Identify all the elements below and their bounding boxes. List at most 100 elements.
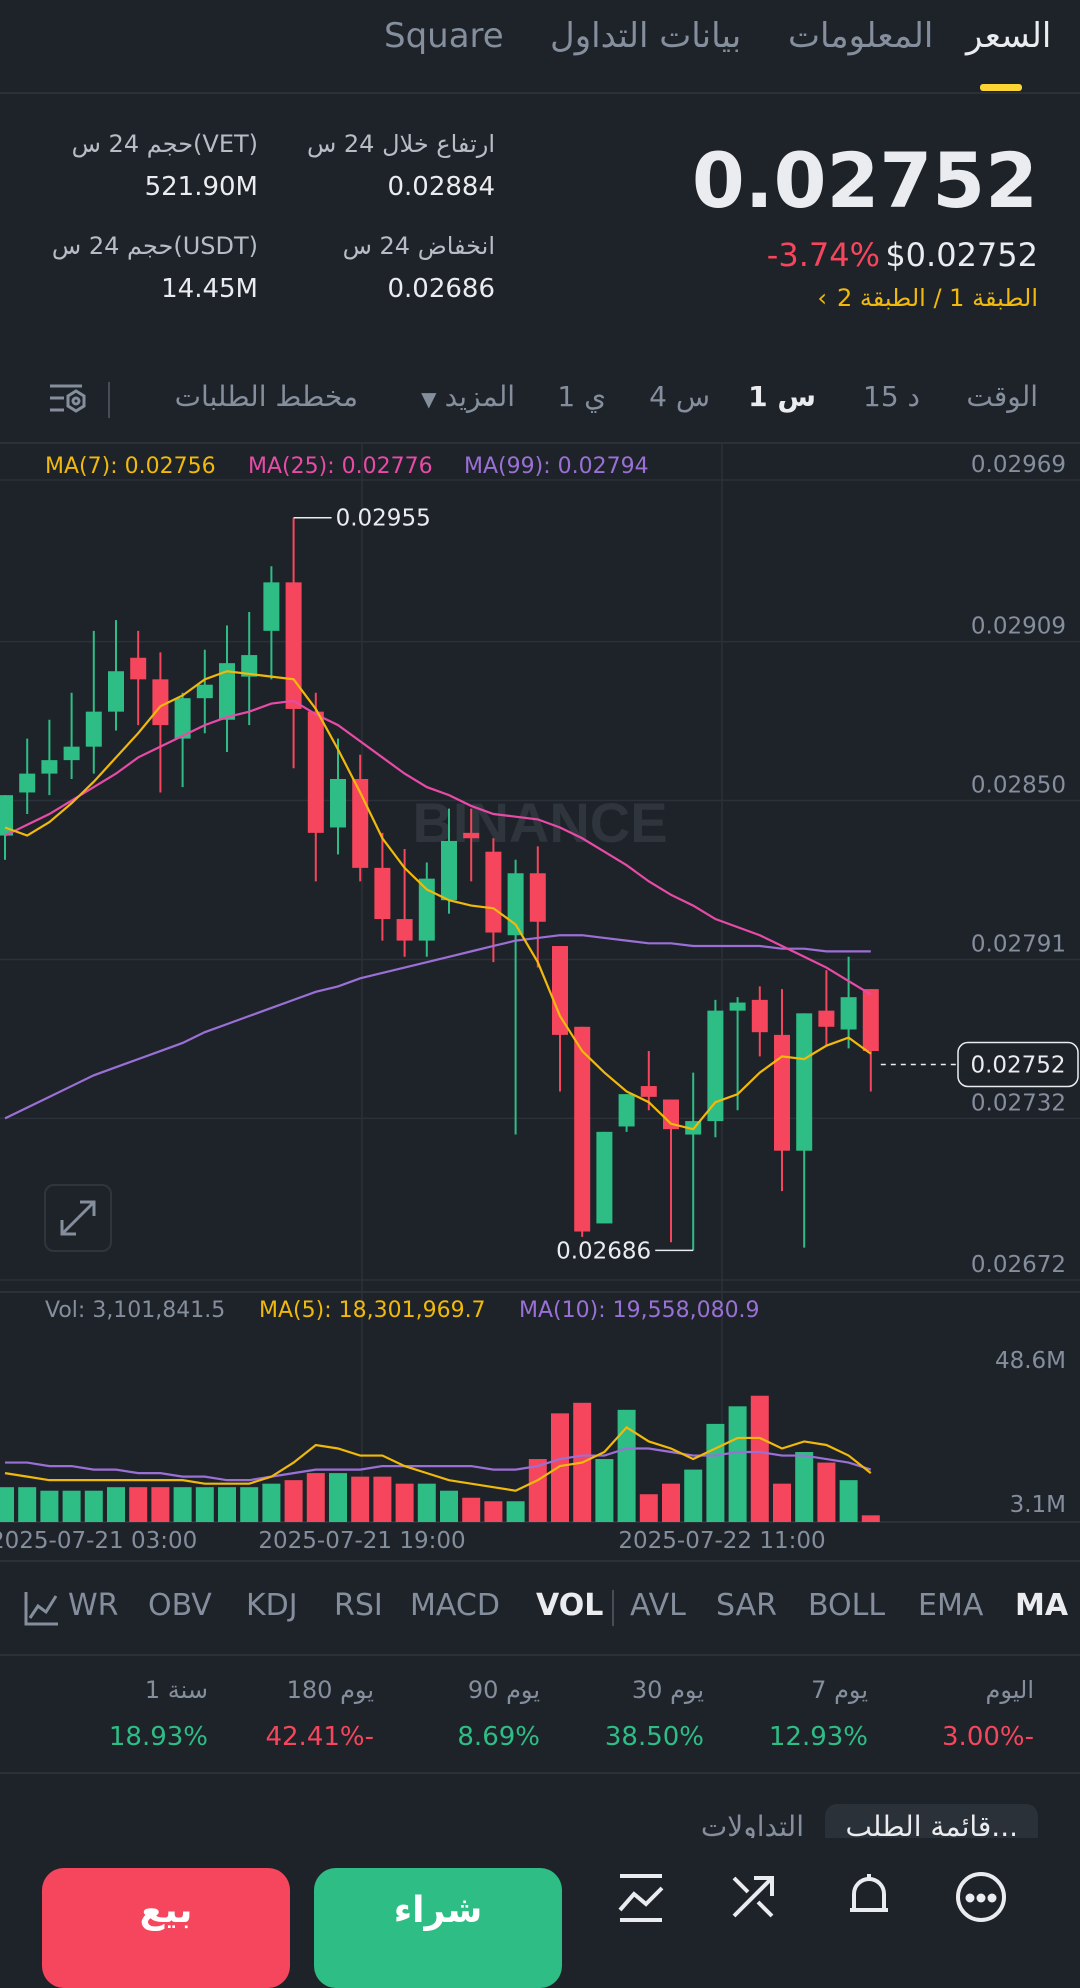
indicator-avl[interactable]: AVL <box>630 1588 686 1623</box>
interval-4h[interactable]: 4 س <box>649 380 710 413</box>
indicator-chart-icon[interactable] <box>22 1588 62 1628</box>
candle-body <box>418 878 435 941</box>
ma99-line <box>4 934 871 1120</box>
candle-body <box>85 711 102 747</box>
fullscreen-button[interactable] <box>44 1184 112 1252</box>
volume-bar <box>617 1409 636 1522</box>
vol-legend: Vol: 3,101,841.5 <box>45 1298 226 1323</box>
indicator-ma[interactable]: MA <box>1015 1588 1069 1623</box>
layer-tag[interactable]: ‹ الطبقة 1 / الطبقة 2 <box>817 284 1038 312</box>
indicator-boll[interactable]: BOLL <box>808 1588 886 1623</box>
candle-body <box>596 1131 613 1224</box>
volume-bar <box>218 1487 236 1522</box>
vol-vet-value: 521.90M <box>144 172 258 202</box>
volume-bar <box>351 1476 370 1522</box>
trade-arrows-icon[interactable] <box>726 1870 780 1924</box>
tab-square[interactable]: Square <box>384 16 504 56</box>
candle-body <box>152 679 169 726</box>
price-axis-label: 0.02791 <box>971 931 1066 957</box>
volume-bar <box>773 1483 791 1522</box>
indicator-ema[interactable]: EMA <box>918 1588 984 1623</box>
candle-body <box>196 684 213 699</box>
candle-body <box>640 1086 657 1097</box>
indicator-kdj[interactable]: KDJ <box>246 1588 298 1623</box>
ma7-legend: MA(7): 0.02756 <box>45 454 216 479</box>
buy-button[interactable]: شراء <box>314 1868 562 1988</box>
chart-settings-icon[interactable] <box>46 378 90 422</box>
price-axis-label: 0.02969 <box>971 452 1066 478</box>
chart-grid <box>0 444 1080 1523</box>
perf-label-1y: 1 سنة <box>144 1676 208 1704</box>
volume-axis-min: 3.1M <box>1010 1492 1066 1518</box>
volume-bar <box>306 1473 325 1522</box>
usd-price: $0.02752 <box>885 236 1038 274</box>
interval-time[interactable]: الوقت <box>966 380 1038 413</box>
indicator-rsi[interactable]: RSI <box>334 1588 383 1623</box>
more-label: المزيد <box>444 380 515 413</box>
volume-bar <box>417 1483 436 1522</box>
more-dropdown[interactable]: ▼ المزيد <box>421 380 515 413</box>
volume-bar <box>551 1413 569 1522</box>
candle-body <box>707 1010 724 1122</box>
divider <box>108 382 110 418</box>
volume-bar <box>839 1480 858 1522</box>
perf-label-today: اليوم <box>985 1676 1034 1704</box>
tab-trading-data[interactable]: بيانات التداول <box>550 16 742 56</box>
time-axis-label: 2025-07-22 11:00 <box>618 1528 825 1554</box>
high-24h-label: ارتفاع خلال 24 س <box>306 130 495 158</box>
candle-body <box>0 795 13 836</box>
indicator-vol[interactable]: VOL <box>536 1588 604 1623</box>
high-24h-value: 0.02884 <box>387 172 495 202</box>
indicator-macd[interactable]: MACD <box>410 1588 500 1623</box>
tab-order-book[interactable]: قائمة الطلب... <box>825 1804 1038 1838</box>
candle-body <box>130 657 147 680</box>
volume-bar <box>262 1483 281 1522</box>
candle-body <box>241 655 258 677</box>
candle-body <box>840 997 857 1030</box>
perf-value-7d: 12.93% <box>768 1722 868 1752</box>
current-price-label: 0.02752 <box>970 1053 1065 1079</box>
perf-value-1y: 18.93% <box>108 1722 208 1752</box>
candle-body <box>485 851 502 933</box>
volume-bar <box>0 1487 14 1522</box>
bell-icon[interactable] <box>842 1870 896 1924</box>
chevron-left-icon: ‹ <box>817 284 827 312</box>
low-24h-value: 0.02686 <box>387 274 495 304</box>
divider <box>0 1654 1080 1656</box>
interval-1d[interactable]: 1 ي <box>557 380 606 413</box>
tab-trades[interactable]: التداولات <box>700 1810 804 1838</box>
volume-bar <box>662 1483 680 1522</box>
chart-icon[interactable] <box>614 1870 668 1924</box>
indicator-wr[interactable]: WR <box>68 1588 119 1623</box>
candle-body <box>374 867 391 920</box>
volume-bar <box>62 1490 81 1522</box>
volume-bar <box>18 1487 37 1522</box>
layer-tag-label: الطبقة 1 / الطبقة 2 <box>837 284 1038 312</box>
tab-price[interactable]: السعر <box>966 16 1052 56</box>
depth-chart-button[interactable]: مخطط الطلبات <box>174 380 358 413</box>
volume-bar <box>706 1423 725 1522</box>
candle-body <box>285 582 302 709</box>
volume-axis-max: 48.6M <box>995 1348 1066 1374</box>
sell-button[interactable]: بيع <box>42 1868 290 1988</box>
tab-info[interactable]: المعلومات <box>788 16 934 56</box>
indicator-obv[interactable]: OBV <box>148 1588 212 1623</box>
candle-body <box>729 1002 746 1011</box>
volume-bar <box>40 1490 59 1522</box>
price-axis-label: 0.02909 <box>971 614 1066 640</box>
divider <box>0 442 1080 444</box>
price-axis-label: 0.02672 <box>971 1252 1066 1278</box>
volume-bar <box>151 1487 170 1522</box>
vol-ma5-line <box>4 1425 872 1492</box>
more-options-icon[interactable] <box>954 1870 1008 1924</box>
price-chart[interactable]: BINANCE 0.029690.029090.028500.027910.02… <box>0 444 1080 1564</box>
candle-body <box>441 840 457 901</box>
vol-ma10-line <box>5 1447 872 1482</box>
ma-lines <box>4 670 872 1492</box>
interval-1h[interactable]: 1 س <box>748 380 816 413</box>
low-marker-label: 0.02686 <box>556 1238 651 1264</box>
indicator-sar[interactable]: SAR <box>716 1588 777 1623</box>
interval-15m[interactable]: 15 د <box>863 380 920 413</box>
volume-bar <box>373 1476 392 1522</box>
candle-body <box>818 1010 835 1027</box>
